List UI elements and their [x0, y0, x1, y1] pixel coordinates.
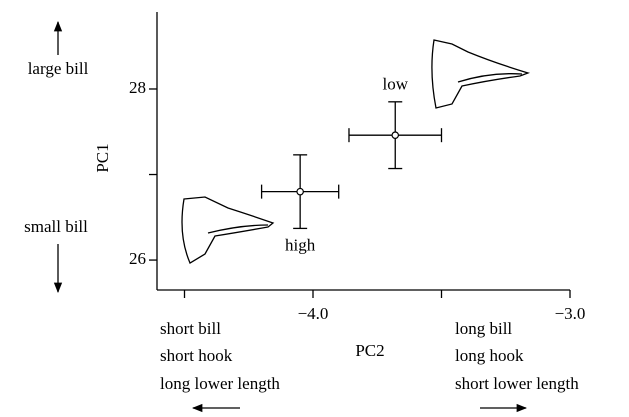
- point-label: high: [285, 235, 316, 254]
- y-tick-label: 26: [129, 249, 146, 268]
- x-axis-label: PC2: [355, 341, 384, 360]
- annotation: short hook: [160, 346, 233, 365]
- annotation: long bill: [455, 319, 512, 338]
- annotation: large bill: [28, 59, 89, 78]
- bill-icon: [181, 196, 275, 264]
- point: [391, 131, 400, 139]
- point: [296, 187, 304, 196]
- y-axis-label: PC1: [93, 143, 112, 172]
- annotation: short bill: [160, 319, 221, 338]
- point-label: low: [382, 75, 408, 94]
- y-tick-label: 28: [129, 78, 146, 97]
- annotation: small bill: [24, 217, 88, 236]
- x-tick-label: −4.0: [298, 304, 329, 323]
- annotation: short lower length: [455, 374, 579, 393]
- bill-icon: [431, 39, 531, 109]
- annotation: long lower length: [160, 374, 280, 393]
- x-tick-label: −3.0: [555, 304, 586, 323]
- annotation: long hook: [455, 346, 524, 365]
